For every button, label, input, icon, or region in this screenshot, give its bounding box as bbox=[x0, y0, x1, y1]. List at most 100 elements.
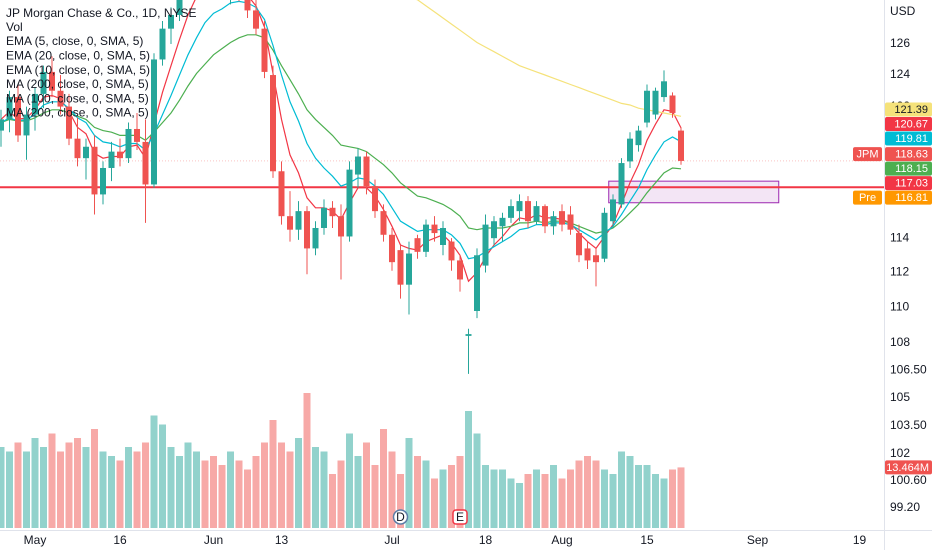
volume-bar bbox=[609, 474, 617, 528]
candle-body bbox=[338, 216, 344, 237]
candle-body bbox=[151, 59, 157, 185]
volume-bar bbox=[337, 460, 345, 528]
indicator-legend: EMA (20, close, 0, SMA, 5) bbox=[6, 48, 150, 62]
volume-bar bbox=[507, 478, 515, 528]
volume-legend: Vol bbox=[6, 20, 23, 34]
volume-bar bbox=[31, 438, 39, 528]
candle-body bbox=[117, 151, 123, 159]
candle-body bbox=[652, 90, 659, 115]
volume-bar bbox=[380, 429, 387, 528]
candle-body bbox=[304, 211, 310, 249]
volume-bar bbox=[329, 474, 336, 528]
candle-body bbox=[610, 199, 616, 222]
candle-body bbox=[465, 334, 472, 336]
volume-bar bbox=[227, 451, 234, 528]
price-label: 116.81 bbox=[895, 192, 928, 204]
volume-bar bbox=[363, 442, 370, 528]
volume-bar bbox=[99, 451, 107, 528]
volume-bar bbox=[456, 456, 464, 528]
volume-bar bbox=[6, 451, 13, 528]
volume-bar bbox=[422, 460, 430, 528]
candle-body bbox=[355, 156, 361, 175]
candle-body bbox=[142, 141, 149, 185]
candle-body bbox=[550, 216, 557, 227]
candle-body bbox=[66, 106, 72, 139]
event-label: E bbox=[456, 510, 464, 524]
candle-body bbox=[678, 130, 684, 161]
indicator-legend: MA (200, close, 0, SMA, 5) bbox=[6, 77, 149, 91]
indicator-line bbox=[416, 0, 682, 117]
price-label-box bbox=[885, 176, 932, 191]
volume-bar bbox=[584, 456, 591, 528]
candle-body bbox=[74, 138, 81, 159]
volume-bar bbox=[252, 456, 260, 528]
volume-bar bbox=[159, 424, 166, 528]
volume-bar bbox=[567, 469, 574, 528]
volume-bar bbox=[133, 451, 141, 528]
x-tick-label: Sep bbox=[747, 533, 769, 547]
candle-body bbox=[253, 10, 259, 29]
volume-bar bbox=[142, 442, 149, 528]
volume-bar bbox=[48, 433, 56, 528]
volume-label-box bbox=[885, 460, 932, 475]
price-label-box bbox=[885, 131, 932, 146]
candle-body bbox=[669, 95, 676, 113]
volume-bar bbox=[23, 451, 30, 528]
candle-body bbox=[423, 224, 429, 252]
volume-bar bbox=[261, 442, 268, 528]
indicator-legend: EMA (10, close, 0, SMA, 5) bbox=[6, 63, 150, 77]
volume-bar bbox=[405, 438, 413, 528]
volume-bar bbox=[558, 478, 566, 528]
candle-body bbox=[295, 211, 302, 230]
volume-bar bbox=[635, 465, 642, 528]
volume-bar bbox=[388, 451, 396, 528]
volume-bar bbox=[660, 478, 668, 528]
volume-bar bbox=[601, 469, 608, 528]
volume-bar bbox=[354, 456, 362, 528]
candle-body bbox=[474, 255, 480, 312]
candle-body bbox=[23, 114, 30, 136]
candle-body bbox=[448, 241, 455, 261]
candle-body bbox=[601, 212, 608, 259]
candle-body bbox=[346, 169, 353, 237]
candle-body bbox=[40, 71, 47, 94]
volume-bar bbox=[57, 451, 64, 528]
candle-body bbox=[312, 227, 319, 249]
candle-body bbox=[32, 93, 38, 115]
candle-body bbox=[516, 201, 523, 212]
rectangle-drawing bbox=[608, 180, 780, 204]
volume-bar bbox=[626, 456, 634, 528]
volume-bar bbox=[524, 474, 532, 528]
price-label: 118.15 bbox=[895, 163, 928, 175]
volume-bar bbox=[269, 420, 277, 528]
volume-bar bbox=[278, 442, 285, 528]
volume-bar bbox=[65, 442, 73, 528]
candle-body bbox=[372, 186, 378, 212]
volume-bar bbox=[218, 465, 226, 528]
volume-bar bbox=[371, 465, 379, 528]
volume-bar bbox=[533, 469, 540, 528]
volume-bar bbox=[201, 460, 209, 528]
volume-bar bbox=[312, 447, 319, 528]
volume-bar bbox=[193, 451, 200, 528]
volume-bar bbox=[431, 478, 438, 528]
volume-bar bbox=[244, 469, 251, 528]
y-tick-label: 114 bbox=[890, 230, 909, 244]
candle-body bbox=[542, 206, 548, 227]
y-tick-label: 112 bbox=[890, 265, 909, 279]
candle-body bbox=[567, 214, 574, 230]
candle-body bbox=[159, 28, 166, 60]
candle-body bbox=[525, 201, 531, 222]
candle-body bbox=[57, 90, 64, 107]
x-tick-label: Aug bbox=[551, 533, 572, 547]
x-tick-label: 15 bbox=[640, 533, 654, 547]
x-tick-label: 18 bbox=[479, 533, 493, 547]
candle-body bbox=[508, 206, 514, 218]
candle-body bbox=[278, 171, 285, 217]
indicator-legend: MA (200, close, 0, SMA, 5) bbox=[6, 106, 149, 120]
x-tick-label: Jul bbox=[384, 533, 399, 547]
candle-body bbox=[559, 211, 565, 225]
volume-bar bbox=[91, 429, 98, 528]
volume-bar bbox=[150, 415, 158, 528]
